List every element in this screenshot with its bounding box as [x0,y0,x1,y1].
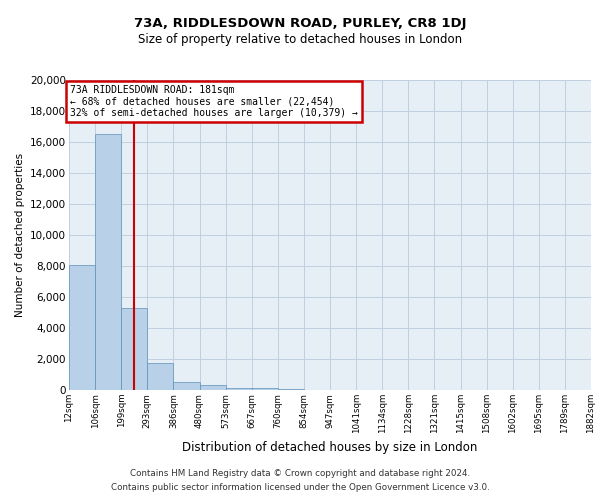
Text: 73A, RIDDLESDOWN ROAD, PURLEY, CR8 1DJ: 73A, RIDDLESDOWN ROAD, PURLEY, CR8 1DJ [134,18,466,30]
Bar [226,388,252,390]
Bar [69,265,95,390]
Bar [121,308,148,390]
Bar [148,363,173,390]
Y-axis label: Number of detached properties: Number of detached properties [14,153,25,317]
Text: Contains HM Land Registry data © Crown copyright and database right 2024.: Contains HM Land Registry data © Crown c… [130,468,470,477]
Text: Size of property relative to detached houses in London: Size of property relative to detached ho… [138,32,462,46]
Bar [199,386,226,390]
Bar [173,382,199,390]
Bar [95,134,121,390]
X-axis label: Distribution of detached houses by size in London: Distribution of detached houses by size … [182,442,478,454]
Text: 73A RIDDLESDOWN ROAD: 181sqm
← 68% of detached houses are smaller (22,454)
32% o: 73A RIDDLESDOWN ROAD: 181sqm ← 68% of de… [70,84,358,118]
Bar [278,389,304,390]
Bar [252,388,278,390]
Text: Contains public sector information licensed under the Open Government Licence v3: Contains public sector information licen… [110,484,490,492]
